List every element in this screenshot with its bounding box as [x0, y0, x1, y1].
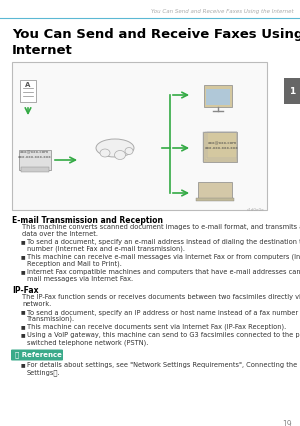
- Ellipse shape: [100, 149, 110, 157]
- Text: You Can Send and Receive Faxes Using the: You Can Send and Receive Faxes Using the: [12, 28, 300, 41]
- Text: You Can Send and Receive Faxes Using the Internet: You Can Send and Receive Faxes Using the…: [152, 9, 294, 14]
- Bar: [205, 132, 237, 160]
- Text: Internet: Internet: [12, 44, 73, 57]
- Bar: [207, 132, 237, 158]
- Text: xxx@xxx.com
xxx.xxx.xxx.xxx: xxx@xxx.com xxx.xxx.xxx.xxx: [205, 141, 239, 150]
- Bar: [203, 132, 237, 162]
- FancyBboxPatch shape: [11, 349, 63, 360]
- Text: switched telephone network (PSTN).: switched telephone network (PSTN).: [27, 339, 148, 345]
- Bar: [21, 167, 49, 172]
- Ellipse shape: [115, 150, 125, 159]
- Text: ⓡ Reference: ⓡ Reference: [15, 351, 62, 358]
- Text: mail messages via Internet Fax.: mail messages via Internet Fax.: [27, 276, 133, 282]
- Text: 19: 19: [282, 420, 292, 426]
- Text: E-mail Transmission and Reception: E-mail Transmission and Reception: [12, 216, 163, 225]
- Text: For details about settings, see "Network Settings Requirements", Connecting the : For details about settings, see "Network…: [27, 363, 300, 368]
- Text: ■: ■: [21, 269, 26, 274]
- Text: Using a VoIP gateway, this machine can send to G3 facsimiles connected to the pu: Using a VoIP gateway, this machine can s…: [27, 333, 300, 339]
- Text: Reception and Mail to Print).: Reception and Mail to Print).: [27, 261, 122, 267]
- Text: A: A: [25, 82, 31, 88]
- Text: ■: ■: [21, 239, 26, 244]
- Text: number (Internet Fax and e-mail transmission).: number (Internet Fax and e-mail transmis…: [27, 245, 185, 252]
- Ellipse shape: [125, 147, 133, 155]
- Text: c1d0e0e: c1d0e0e: [246, 208, 264, 212]
- Text: network.: network.: [22, 300, 51, 306]
- Text: This machine can receive documents sent via Internet Fax (IP-Fax Reception).: This machine can receive documents sent …: [27, 324, 286, 331]
- Bar: [19, 150, 51, 170]
- Text: ■: ■: [21, 309, 26, 314]
- Text: To send a document, specify an IP address or host name instead of a fax number (: To send a document, specify an IP addres…: [27, 309, 300, 316]
- Text: 1: 1: [289, 86, 295, 95]
- Bar: [196, 198, 234, 201]
- Text: Settingsⓘ.: Settingsⓘ.: [27, 369, 61, 376]
- Bar: [198, 182, 232, 198]
- Bar: [284, 78, 300, 104]
- Text: Internet Fax compatible machines and computers that have e-mail addresses can re: Internet Fax compatible machines and com…: [27, 269, 300, 275]
- Text: IP-Fax: IP-Fax: [12, 286, 38, 295]
- Bar: [206, 89, 230, 105]
- Text: ■: ■: [21, 333, 26, 337]
- Text: The IP-Fax function sends or receives documents between two facsimiles directly : The IP-Fax function sends or receives do…: [22, 294, 300, 300]
- Text: xxx@xxx.com
xxx.xxx.xxx.xxx: xxx@xxx.com xxx.xxx.xxx.xxx: [18, 150, 52, 159]
- Text: ■: ■: [21, 254, 26, 259]
- Text: This machine converts scanned document images to e-mail format, and transmits an: This machine converts scanned document i…: [22, 224, 300, 230]
- Text: Transmission).: Transmission).: [27, 316, 75, 322]
- Bar: [20, 80, 36, 102]
- Ellipse shape: [96, 139, 134, 157]
- Text: This machine can receive e-mail messages via Internet Fax or from computers (Int: This machine can receive e-mail messages…: [27, 254, 300, 261]
- Bar: [204, 85, 232, 107]
- Text: ■: ■: [21, 324, 26, 329]
- Bar: [203, 132, 237, 162]
- Text: To send a document, specify an e-mail address instead of dialing the destination: To send a document, specify an e-mail ad…: [27, 239, 300, 245]
- Bar: [12, 62, 267, 210]
- Text: ■: ■: [21, 363, 26, 368]
- Text: data over the Internet.: data over the Internet.: [22, 230, 98, 236]
